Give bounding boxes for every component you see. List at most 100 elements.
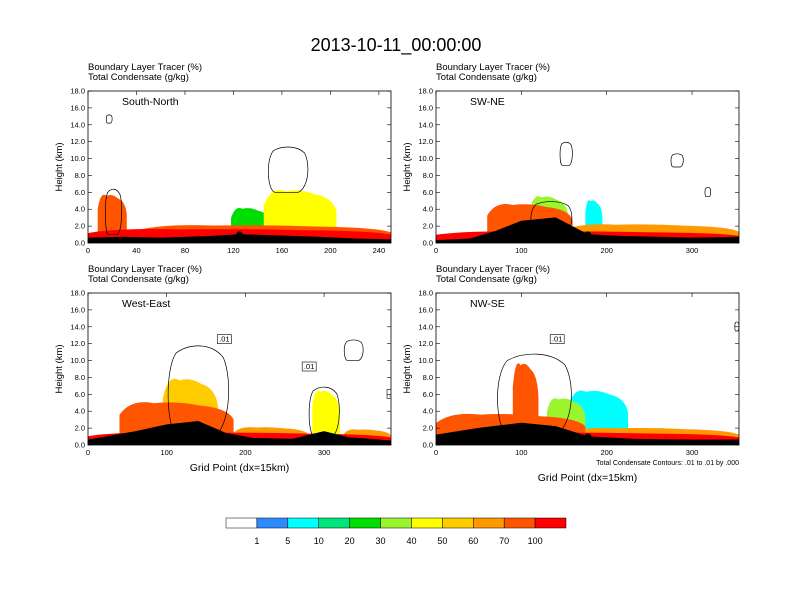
colorbar-label: 30 bbox=[376, 536, 386, 546]
surface-point-marker bbox=[584, 433, 592, 440]
x-tick-label: 100 bbox=[515, 246, 528, 255]
y-tick-label: 18.0 bbox=[70, 289, 85, 298]
y-tick-label: 4.0 bbox=[423, 205, 433, 214]
colorbar-label: 70 bbox=[499, 536, 509, 546]
contour-label-box bbox=[549, 334, 565, 344]
y-axis-label: Height (km) bbox=[54, 142, 65, 191]
y-tick-label: 8.0 bbox=[423, 373, 433, 382]
y-tick-label: 14.0 bbox=[70, 120, 85, 129]
y-tick-label: 2.0 bbox=[75, 424, 85, 433]
y-axis-label: Height (km) bbox=[54, 344, 65, 393]
y-tick-label: 4.0 bbox=[75, 205, 85, 214]
colorbar-swatch bbox=[287, 517, 319, 529]
contour-label-box bbox=[217, 334, 232, 344]
condensate-contour bbox=[268, 146, 309, 193]
colorbar-label: 100 bbox=[528, 536, 543, 546]
contour-footnote: Total Condensate Contours: .01 to .01 by… bbox=[596, 460, 739, 467]
panel-annotation: NW-SE bbox=[470, 298, 505, 310]
y-tick-label: 16.0 bbox=[418, 103, 433, 112]
x-tick-label: 300 bbox=[686, 246, 699, 255]
y-tick-label: 12.0 bbox=[70, 339, 85, 348]
y-tick-label: 6.0 bbox=[75, 188, 85, 197]
x-tick-label: 100 bbox=[515, 448, 528, 457]
condensate-contour bbox=[308, 386, 340, 437]
y-tick-label: 18.0 bbox=[70, 87, 85, 96]
condensate-contour bbox=[670, 153, 684, 168]
plot-frame bbox=[87, 90, 392, 244]
x-axis-label: Grid Point (dx=15km) bbox=[538, 472, 638, 484]
surface-point-marker bbox=[183, 433, 190, 440]
plot-area bbox=[88, 114, 391, 243]
x-tick-label: 0 bbox=[86, 246, 90, 255]
colorbar-label: 10 bbox=[314, 536, 324, 546]
y-axis-label: Height (km) bbox=[402, 142, 413, 191]
y-tick-label: 4.0 bbox=[423, 407, 433, 416]
plot-frame bbox=[435, 90, 740, 244]
plot-area: .01 .01 .01 bbox=[88, 334, 399, 445]
contour-label-box bbox=[301, 361, 317, 372]
y-tick-label: 6.0 bbox=[75, 390, 85, 399]
y-axis-label: Height (km) bbox=[402, 344, 413, 393]
colorbar-label: 50 bbox=[437, 536, 447, 546]
y-tick-label: 6.0 bbox=[423, 390, 433, 399]
figure-title: 2013-10-11_00:00:00 bbox=[311, 35, 482, 56]
y-tick-label: 14.0 bbox=[70, 322, 85, 331]
contour-label: .01 bbox=[552, 335, 562, 344]
surface-point-marker bbox=[236, 231, 243, 238]
x-tick-label: 120 bbox=[227, 246, 240, 255]
y-tick-label: 16.0 bbox=[70, 305, 85, 314]
y-tick-label: 12.0 bbox=[70, 137, 85, 146]
contour-label: .01 bbox=[389, 389, 399, 398]
x-tick-label: 300 bbox=[318, 448, 331, 457]
panel-subtitle: Total Condensate (g/kg) bbox=[436, 72, 537, 83]
y-tick-label: 0.0 bbox=[423, 441, 433, 450]
x-axis-label: Grid Point (dx=15km) bbox=[190, 462, 290, 474]
x-tick-label: 0 bbox=[434, 448, 438, 457]
x-tick-label: 80 bbox=[181, 246, 189, 255]
colorbar-label: 5 bbox=[285, 536, 290, 546]
y-tick-label: 10.0 bbox=[70, 154, 85, 163]
panel-subtitle: Boundary Layer Tracer (%) bbox=[88, 62, 202, 73]
x-tick-label: 200 bbox=[600, 246, 613, 255]
condensate-contour bbox=[497, 353, 572, 437]
y-tick-label: 10.0 bbox=[70, 356, 85, 365]
contour-label: .01 bbox=[304, 362, 314, 371]
condensate-contour bbox=[734, 321, 739, 332]
x-tick-label: 300 bbox=[686, 448, 699, 457]
panel-subtitle: Total Condensate (g/kg) bbox=[88, 72, 189, 83]
x-tick-label: 100 bbox=[160, 448, 173, 457]
y-tick-label: 18.0 bbox=[418, 289, 433, 298]
panel-annotation: South-North bbox=[122, 96, 179, 108]
colorbar-swatch bbox=[411, 517, 443, 529]
colorbar-swatch bbox=[225, 517, 258, 529]
x-tick-label: 200 bbox=[239, 448, 252, 457]
x-tick-label: 200 bbox=[600, 448, 613, 457]
panel-1: Boundary Layer Tracer (%)Total Condensat… bbox=[54, 62, 392, 255]
plot-frame bbox=[87, 292, 392, 446]
y-tick-label: 6.0 bbox=[423, 188, 433, 197]
y-tick-label: 0.0 bbox=[75, 239, 85, 248]
y-tick-label: 4.0 bbox=[75, 407, 85, 416]
panels: Boundary Layer Tracer (%)Total Condensat… bbox=[54, 62, 740, 484]
y-tick-label: 0.0 bbox=[423, 239, 433, 248]
plot-frame bbox=[435, 292, 740, 446]
panel-annotation: SW-NE bbox=[470, 96, 505, 108]
colorbar-swatch bbox=[473, 517, 505, 529]
colorbar: 1 5 10 20 30 40 50 60 70 100 bbox=[225, 517, 567, 546]
y-tick-label: 18.0 bbox=[418, 87, 433, 96]
colorbar-label: 40 bbox=[406, 536, 416, 546]
colorbar-swatch bbox=[442, 517, 474, 529]
x-tick-label: 240 bbox=[373, 246, 386, 255]
condensate-contour bbox=[167, 345, 230, 437]
colorbar-label: 1 bbox=[254, 536, 259, 546]
y-tick-label: 14.0 bbox=[418, 322, 433, 331]
x-tick-label: 0 bbox=[86, 448, 90, 457]
x-tick-label: 0 bbox=[434, 246, 438, 255]
colorbar-swatch bbox=[380, 517, 412, 529]
panel-2: Boundary Layer Tracer (%)Total Condensat… bbox=[402, 62, 740, 255]
y-tick-label: 2.0 bbox=[423, 222, 433, 231]
surface-point-marker bbox=[584, 231, 592, 238]
y-tick-label: 14.0 bbox=[418, 120, 433, 129]
y-tick-label: 2.0 bbox=[423, 424, 433, 433]
colorbar-label: 20 bbox=[345, 536, 355, 546]
